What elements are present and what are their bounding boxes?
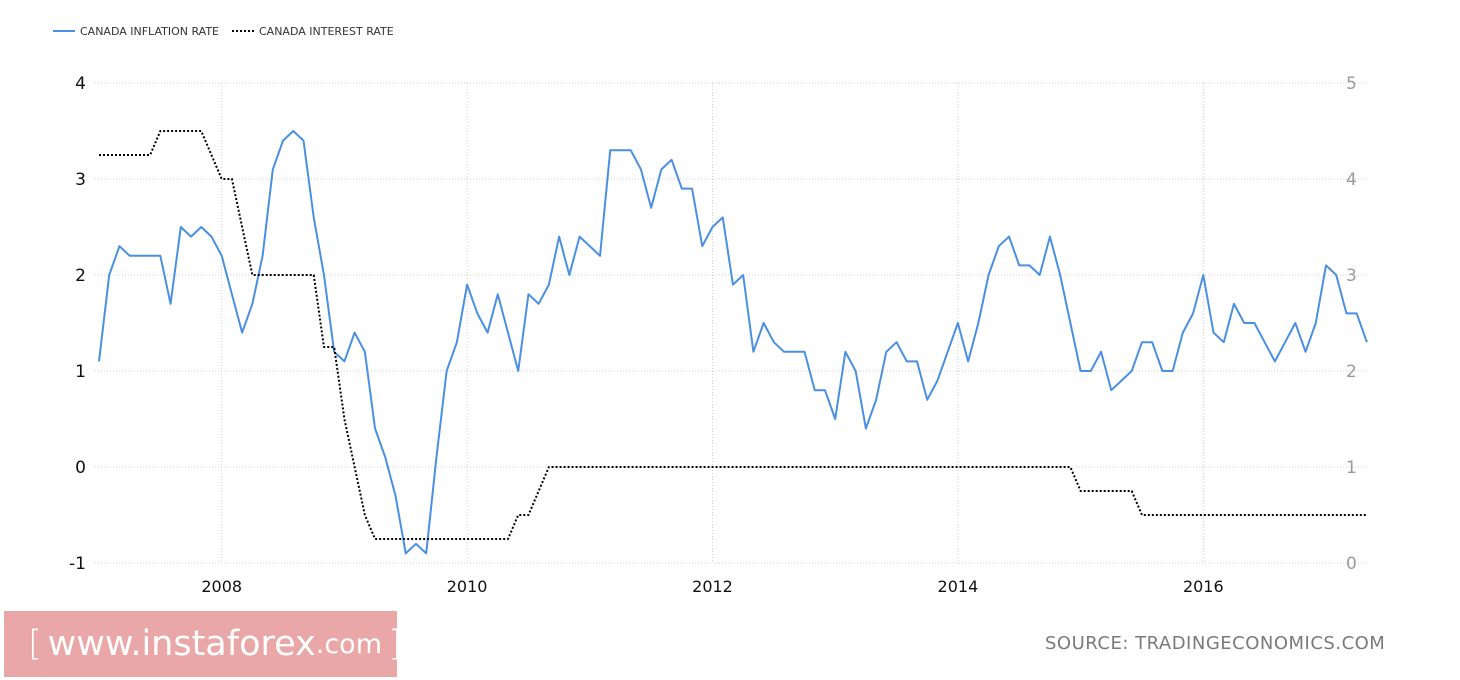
right-y-tick-label: 5 [1346, 74, 1357, 94]
x-tick-label: 2010 [447, 577, 488, 596]
right-y-tick-label: 4 [1346, 170, 1357, 190]
x-tick-label: 2012 [692, 577, 733, 596]
right-y-axis: 5 4 3 2 1 0 [1346, 74, 1357, 574]
legend-interest-label: CANADA INTEREST RATE [259, 25, 394, 38]
left-y-tick-label: -1 [69, 554, 86, 574]
x-tick-label: 2016 [1183, 577, 1224, 596]
watermark-close-bracket: ] [388, 624, 402, 664]
interest-rate-line [99, 130, 1367, 540]
watermark-main-text: www.instaforex [47, 624, 316, 664]
legend-inflation-label: CANADA INFLATION RATE [80, 25, 219, 38]
inflation-rate-line [98, 130, 1368, 555]
grid-lines [95, 82, 1365, 564]
watermark-open-bracket: [ [28, 624, 42, 664]
x-tick-label: 2014 [938, 577, 979, 596]
right-y-tick-label: 2 [1346, 362, 1357, 382]
watermark-suffix: .com [315, 628, 382, 660]
x-axis: 2008 2010 2012 2014 2016 [201, 577, 1223, 596]
left-y-tick-label: 3 [75, 170, 86, 190]
instaforex-watermark: [ www.instaforex .com ] [4, 611, 402, 677]
series-layer [98, 130, 1368, 555]
left-y-tick-label: 1 [75, 362, 86, 382]
left-y-tick-label: 4 [75, 74, 86, 94]
left-y-axis: 4 3 2 1 0 -1 [69, 74, 86, 574]
left-y-tick-label: 2 [75, 266, 86, 286]
left-y-tick-label: 0 [75, 458, 86, 478]
chart-legend: CANADA INFLATION RATE CANADA INTEREST RA… [53, 25, 394, 38]
right-y-tick-label: 3 [1346, 266, 1357, 286]
source-label: SOURCE: TRADINGECONOMICS.COM [1045, 633, 1386, 654]
line-chart: CANADA INFLATION RATE CANADA INTEREST RA… [53, 25, 1368, 596]
right-y-tick-label: 1 [1346, 458, 1357, 478]
right-y-tick-label: 0 [1346, 554, 1357, 574]
x-tick-label: 2008 [201, 577, 242, 596]
